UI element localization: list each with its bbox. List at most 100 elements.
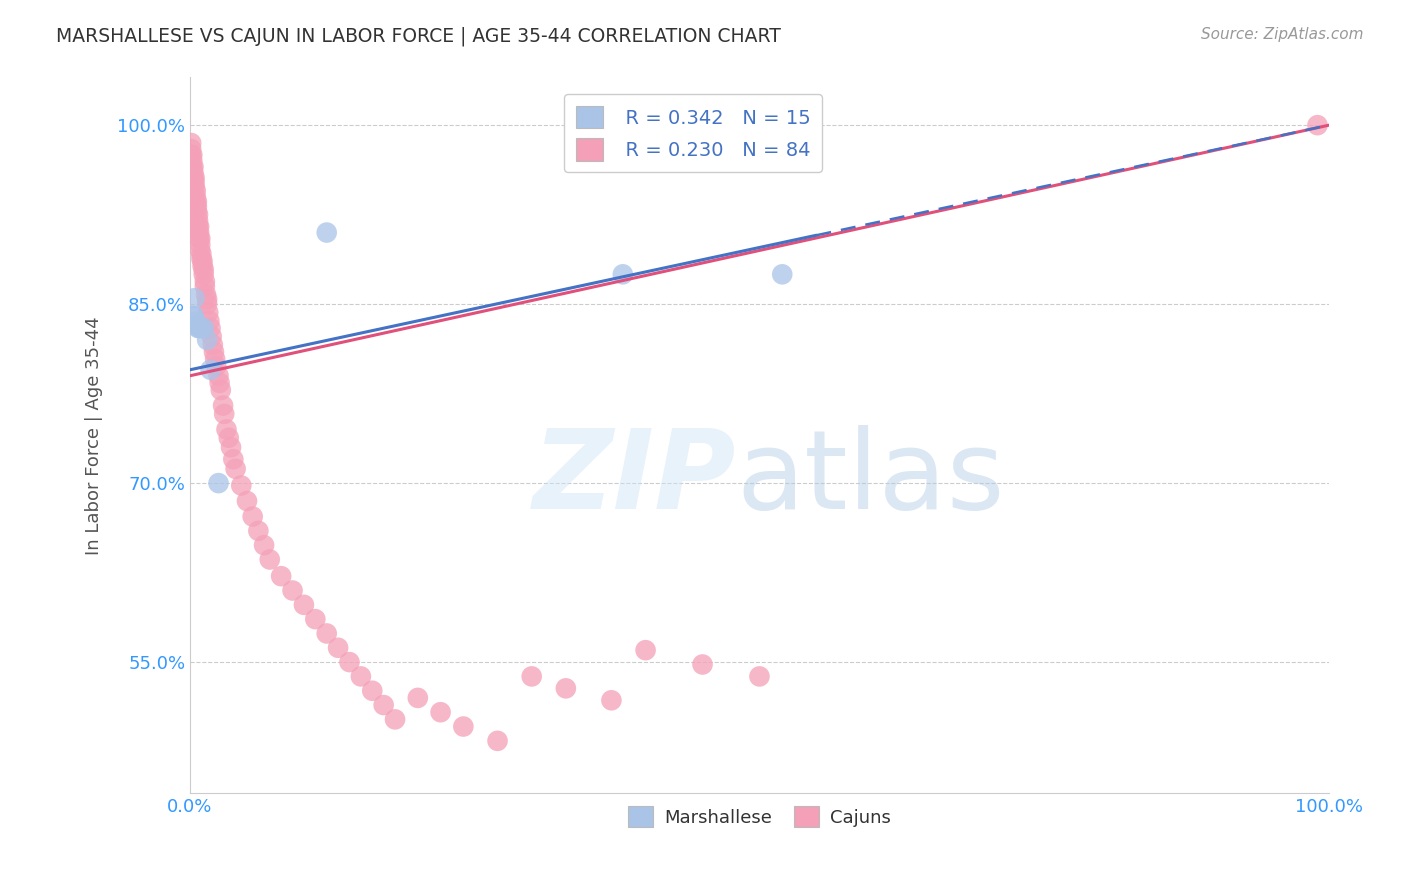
Point (202, 344, 225, 359)
Point (186, 318, 208, 333)
Text: atlas: atlas (737, 425, 1005, 532)
Point (183, 309, 205, 323)
Point (183, 172, 205, 186)
Point (181, 148, 204, 162)
Text: MARSHALLESE VS CAJUN IN LABOR FORCE | AGE 35-44 CORRELATION CHART: MARSHALLESE VS CAJUN IN LABOR FORCE | AG… (56, 27, 782, 46)
Point (339, 655, 361, 669)
Point (315, 626, 337, 640)
Point (304, 612, 326, 626)
Point (183, 309, 205, 323)
Point (520, 669, 543, 683)
Point (486, 734, 509, 748)
Point (183, 170, 205, 185)
Point (183, 166, 205, 180)
Point (600, 693, 623, 707)
Point (186, 199, 208, 213)
Point (195, 293, 218, 307)
Point (200, 321, 222, 335)
Point (209, 383, 232, 397)
Point (194, 275, 217, 289)
Point (180, 148, 202, 162)
Point (219, 440, 242, 454)
Point (187, 321, 209, 335)
Point (188, 231, 211, 245)
Text: ZIP: ZIP (533, 425, 737, 532)
Point (218, 431, 240, 445)
Y-axis label: In Labor Force | Age 35-44: In Labor Force | Age 35-44 (86, 316, 103, 555)
Point (198, 314, 221, 328)
Point (195, 333, 218, 347)
Point (770, 268, 793, 282)
Point (188, 244, 211, 258)
Point (194, 279, 217, 293)
Point (187, 208, 209, 222)
Point (554, 681, 576, 696)
Point (692, 657, 714, 672)
Point (373, 698, 395, 712)
Point (197, 305, 219, 319)
Point (453, 719, 475, 733)
Point (201, 329, 224, 343)
Point (187, 219, 209, 234)
Point (429, 705, 451, 719)
Point (193, 262, 215, 277)
Point (242, 509, 264, 524)
Point (253, 538, 276, 552)
Text: Source: ZipAtlas.com: Source: ZipAtlas.com (1201, 27, 1364, 42)
Point (183, 160, 205, 174)
Point (181, 160, 204, 174)
Point (204, 352, 226, 367)
Point (188, 321, 211, 335)
Point (191, 259, 214, 273)
Point (281, 583, 304, 598)
Point (201, 337, 224, 351)
Point (361, 683, 384, 698)
Point (292, 598, 315, 612)
Point (270, 569, 292, 583)
Point (236, 494, 259, 508)
Point (1306, 118, 1329, 132)
Point (190, 321, 212, 335)
Point (212, 399, 235, 413)
Point (183, 291, 205, 305)
Point (184, 184, 207, 198)
Point (315, 226, 337, 240)
Point (191, 254, 214, 268)
Point (190, 252, 212, 266)
Point (195, 287, 218, 301)
Point (183, 176, 205, 190)
Point (200, 363, 222, 377)
Point (212, 407, 235, 421)
Point (180, 142, 202, 156)
Legend: Marshallese, Cajuns: Marshallese, Cajuns (621, 799, 898, 834)
Point (205, 359, 228, 374)
Point (406, 690, 429, 705)
Point (231, 478, 253, 492)
Point (195, 297, 218, 311)
Point (188, 237, 211, 252)
Point (188, 226, 211, 240)
Point (190, 247, 212, 261)
Point (207, 476, 229, 491)
Point (193, 321, 215, 335)
Point (184, 315, 207, 329)
Point (207, 368, 229, 383)
Point (748, 669, 770, 683)
Point (193, 268, 215, 282)
Point (350, 669, 373, 683)
Point (184, 190, 207, 204)
Point (225, 462, 247, 476)
Point (326, 640, 349, 655)
Point (188, 219, 211, 234)
Point (183, 180, 205, 194)
Point (186, 204, 208, 219)
Point (184, 195, 207, 210)
Point (188, 231, 211, 245)
Point (180, 136, 202, 150)
Point (247, 524, 270, 538)
Point (186, 194, 208, 209)
Point (215, 422, 238, 436)
Point (208, 376, 231, 390)
Point (612, 268, 634, 282)
Point (187, 213, 209, 227)
